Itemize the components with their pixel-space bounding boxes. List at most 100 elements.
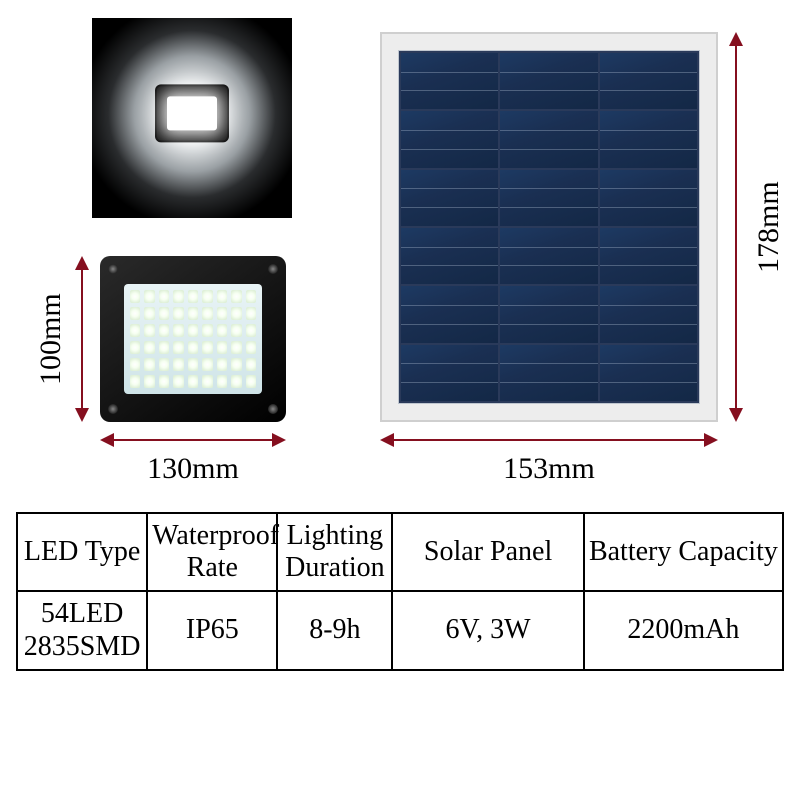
led-icon [173,307,183,320]
led-floodlight [100,256,286,422]
led-icon [246,358,256,371]
solar-cell [600,53,697,109]
led-icon [130,375,140,388]
led-icon [231,290,241,303]
led-icon [231,358,241,371]
led-icon [159,307,169,320]
led-icon [217,375,227,388]
cell: 8-9h [277,591,392,669]
led-icon [231,307,241,320]
table-row: LED Type WaterproofRate LightingDuration… [17,513,783,591]
led-icon [202,375,212,388]
solar-cell [500,53,597,109]
col-header: Solar Panel [392,513,584,591]
solar-cell [600,286,697,342]
led-icon [173,375,183,388]
dimension-solar-height-arrow [726,32,746,422]
screw-icon [108,264,118,274]
led-icon [173,324,183,337]
led-icon [188,358,198,371]
led-icon [144,307,154,320]
dimension-solar-width-label: 153mm [380,452,718,486]
lamp-silhouette [155,84,229,142]
dimension-solar-width-arrow [380,430,718,450]
led-icon [202,341,212,354]
led-icon [159,324,169,337]
led-icon [202,358,212,371]
led-icon [130,358,140,371]
led-icon [246,341,256,354]
solar-cell [500,111,597,167]
led-icon [188,324,198,337]
led-icon [202,290,212,303]
solar-cell [401,345,498,401]
led-icon [173,358,183,371]
led-icon [231,324,241,337]
led-icon [217,290,227,303]
led-icon [159,375,169,388]
solar-cell [500,345,597,401]
led-icon [144,375,154,388]
cell: IP65 [147,591,277,669]
led-icon [188,375,198,388]
led-icon [144,341,154,354]
led-icon [217,341,227,354]
led-icon [246,375,256,388]
led-icon [231,375,241,388]
solar-cell [401,170,498,226]
dimension-floodlight-height-arrow [72,256,92,422]
dimension-floodlight-width-label: 130mm [100,452,286,486]
led-icon [188,341,198,354]
col-header: WaterproofRate [147,513,277,591]
col-header: LightingDuration [277,513,392,591]
led-icon [159,358,169,371]
led-icon [246,307,256,320]
led-icon [217,358,227,371]
led-grid [124,284,262,394]
led-icon [173,341,183,354]
led-icon [246,290,256,303]
led-icon [159,290,169,303]
solar-cell [401,53,498,109]
cell: 2200mAh [584,591,783,669]
screw-icon [268,264,278,274]
solar-cell [500,170,597,226]
dimension-floodlight-width-arrow [100,430,286,450]
screw-icon [268,404,278,414]
solar-cell [600,170,697,226]
led-icon [144,290,154,303]
product-glow-photo [92,18,292,218]
led-icon [130,307,140,320]
led-icon [202,307,212,320]
led-icon [159,341,169,354]
led-icon [130,324,140,337]
solar-panel [380,32,718,422]
lamp-glow-face [167,96,217,130]
solar-cell [600,228,697,284]
solar-cell [600,345,697,401]
col-header: Battery Capacity [584,513,783,591]
led-icon [188,290,198,303]
led-icon [173,290,183,303]
table-row: 54LED2835SMD IP65 8-9h 6V, 3W 2200mAh [17,591,783,669]
dimension-floodlight-height-label: 100mm [34,256,68,422]
cell: 6V, 3W [392,591,584,669]
specs-table: LED Type WaterproofRate LightingDuration… [16,512,784,671]
led-icon [246,324,256,337]
led-icon [217,307,227,320]
led-icon [188,307,198,320]
screw-icon [108,404,118,414]
led-icon [231,341,241,354]
led-icon [217,324,227,337]
solar-cell [500,286,597,342]
solar-cell-grid [398,50,700,404]
led-icon [130,290,140,303]
col-header: LED Type [17,513,147,591]
led-icon [202,324,212,337]
solar-cell [401,111,498,167]
solar-cell [500,228,597,284]
led-icon [130,341,140,354]
cell: 54LED2835SMD [17,591,147,669]
led-icon [144,324,154,337]
solar-cell [600,111,697,167]
